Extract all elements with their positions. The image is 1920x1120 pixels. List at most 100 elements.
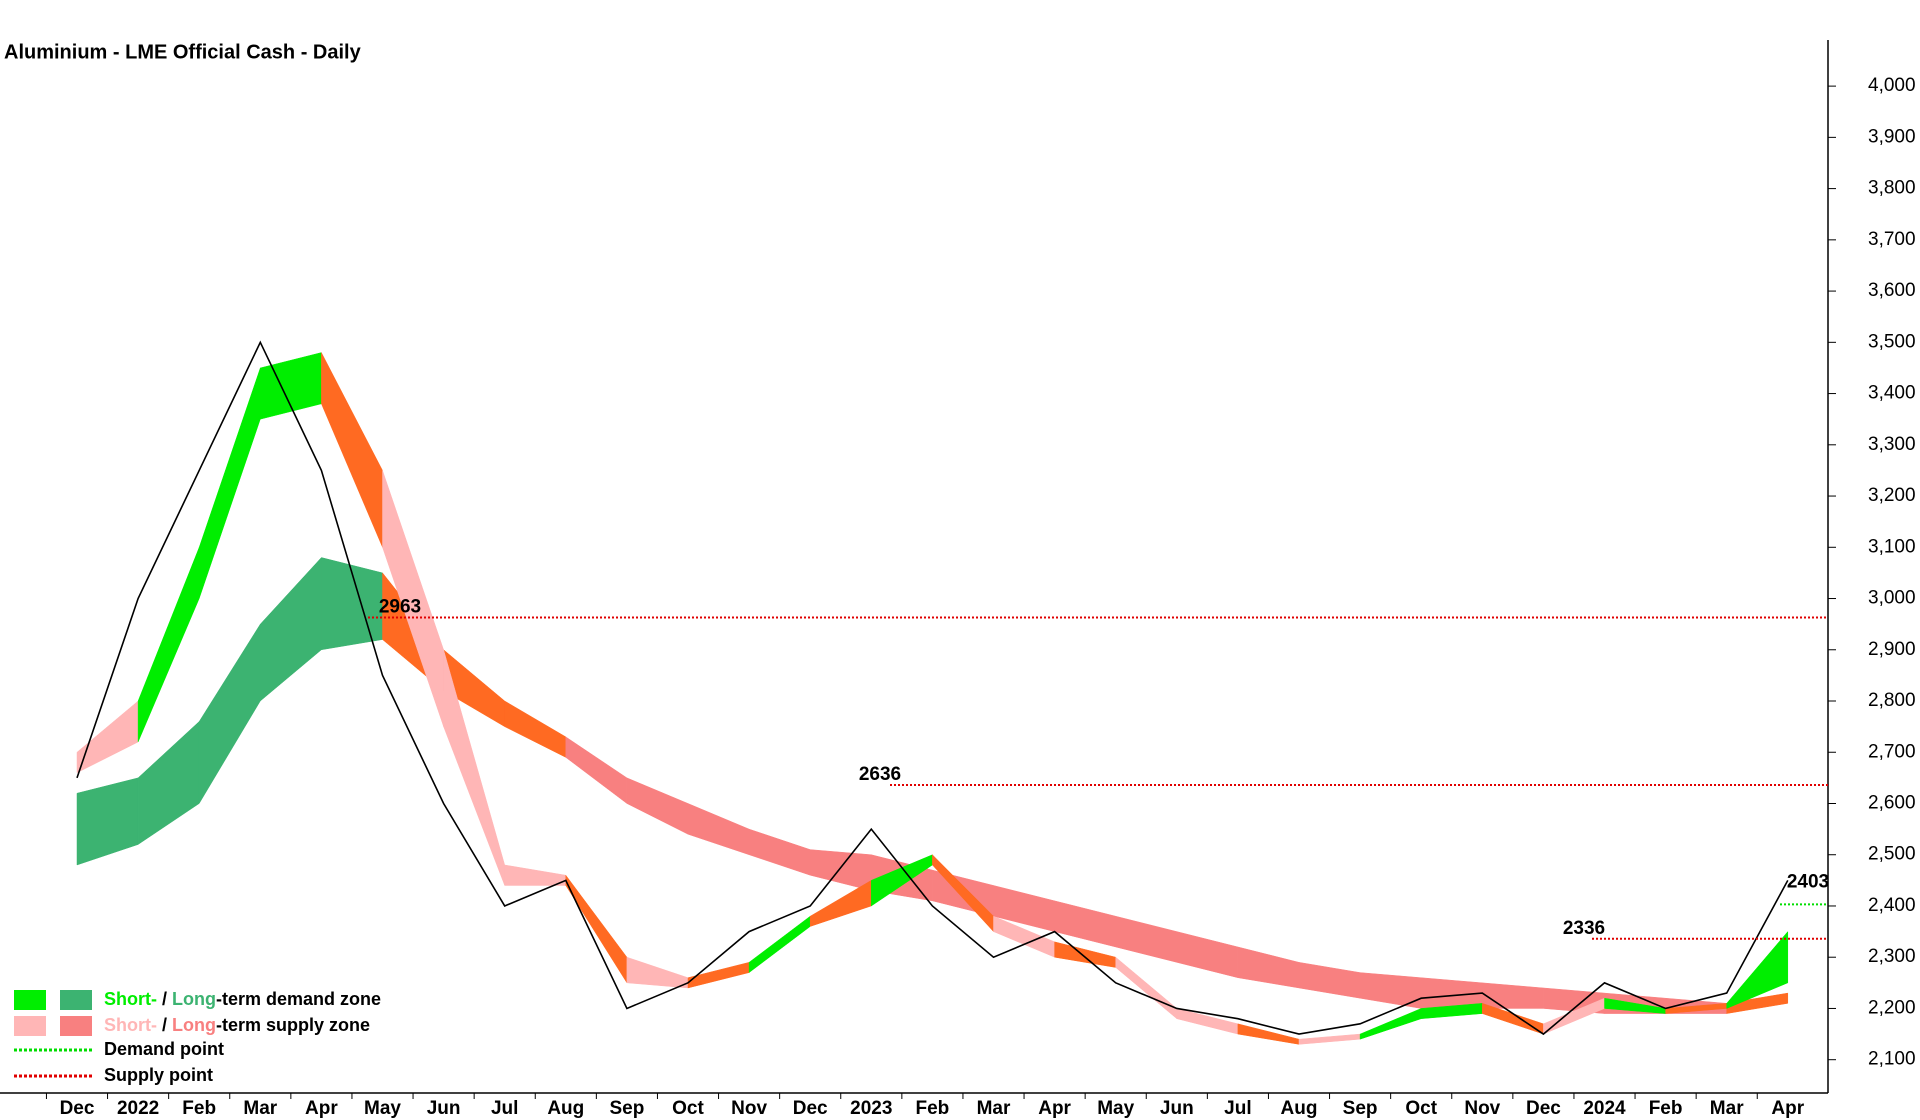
legend-label: Supply point: [104, 1065, 213, 1085]
zone-segment: [1359, 1008, 1422, 1040]
x-tick-label: Jul: [1224, 1098, 1251, 1119]
x-tick-label: Sep: [1343, 1098, 1378, 1119]
x-tick-label: 2022: [117, 1098, 159, 1119]
zone-segment: [321, 352, 383, 548]
zone-segment: [198, 367, 261, 599]
x-tick-label: Feb: [916, 1098, 950, 1119]
y-tick-label: 2,100: [1868, 1049, 1916, 1070]
zone-segment: [1115, 915, 1178, 963]
legend-part: -term supply zone: [216, 1015, 370, 1035]
x-tick-label: Aug: [547, 1098, 584, 1119]
y-tick-label: 3,200: [1868, 485, 1916, 506]
level-label: 2636: [859, 764, 901, 785]
legend-part: Short-: [104, 989, 157, 1009]
y-tick-label: 2,900: [1868, 639, 1916, 660]
zone-segment: [809, 849, 872, 891]
zone-segment: [1359, 972, 1422, 1009]
y-tick-label: 3,800: [1868, 178, 1916, 199]
legend-part: Short-: [104, 1015, 157, 1035]
x-tick-label: Feb: [182, 1098, 216, 1119]
zone-segment: [137, 547, 200, 743]
y-tick-label: 2,300: [1868, 946, 1916, 967]
legend-part: /: [162, 989, 167, 1009]
legend-label: Short- / Long-term supply zone: [104, 1015, 370, 1035]
level-label: 2963: [379, 597, 421, 618]
y-tick-label: 3,900: [1868, 126, 1916, 147]
zone-segment: [1115, 956, 1178, 1020]
x-tick-label: May: [1097, 1098, 1134, 1119]
legend-swatch: [14, 990, 46, 1010]
legend-label: Demand point: [104, 1039, 224, 1059]
zone-segment: [748, 828, 811, 876]
level-label: 2403: [1787, 871, 1829, 892]
zone-segment: [1726, 992, 1789, 1014]
y-tick-label: 3,300: [1868, 434, 1916, 455]
legend-swatch: [60, 990, 92, 1010]
zone-segment: [687, 803, 750, 856]
x-tick-label: 2023: [850, 1098, 892, 1119]
x-tick-label: Dec: [60, 1098, 95, 1119]
y-tick-label: 3,100: [1868, 536, 1916, 557]
legend-part: -term demand zone: [216, 989, 381, 1009]
zone-segment: [809, 879, 872, 927]
zone-segment: [504, 864, 567, 886]
x-tick-label: Oct: [1405, 1098, 1437, 1119]
zone-segment: [1726, 930, 1789, 1009]
zone-segment: [1054, 941, 1116, 968]
level-label: 2336: [1563, 918, 1605, 939]
zone-segment: [76, 700, 139, 774]
y-tick-label: 3,000: [1868, 588, 1916, 609]
zone-segment: [198, 623, 261, 805]
x-tick-label: Nov: [731, 1098, 767, 1119]
y-tick-label: 2,600: [1868, 793, 1916, 814]
x-tick-label: May: [364, 1098, 401, 1119]
y-tick-label: 2,400: [1868, 895, 1916, 916]
zone-segment: [1176, 931, 1239, 979]
y-tick-label: 3,500: [1868, 331, 1916, 352]
x-tick-label: Nov: [1464, 1098, 1500, 1119]
zone-segment: [748, 915, 811, 974]
y-tick-label: 3,600: [1868, 280, 1916, 301]
legend-part: /: [162, 1015, 167, 1035]
x-tick-label: Dec: [793, 1098, 828, 1119]
x-tick-label: Feb: [1649, 1098, 1683, 1119]
zone-segment: [565, 874, 628, 984]
x-tick-label: Jun: [427, 1098, 461, 1119]
x-tick-label: Aug: [1281, 1098, 1318, 1119]
x-tick-label: Mar: [243, 1098, 277, 1119]
y-tick-label: 2,700: [1868, 741, 1916, 762]
legend-swatch: [14, 1016, 46, 1036]
x-tick-label: Apr: [305, 1098, 338, 1119]
zone-segment: [504, 700, 567, 758]
legend-part: Long: [172, 1015, 216, 1035]
y-tick-label: 4,000: [1868, 75, 1916, 96]
x-tick-label: Oct: [672, 1098, 704, 1119]
zone-segment: [626, 956, 689, 989]
zone-segment: [137, 720, 200, 845]
zone-segment: [1237, 946, 1300, 989]
chart-title: Aluminium - LME Official Cash - Daily: [4, 41, 362, 63]
zone-segment: [565, 736, 628, 804]
zone-segment: [260, 556, 322, 702]
zone-segment: [1298, 962, 1361, 999]
x-tick-label: Sep: [609, 1098, 644, 1119]
legend-swatch: [60, 1016, 92, 1036]
x-tick-label: Apr: [1771, 1098, 1804, 1119]
y-tick-label: 2,500: [1868, 844, 1916, 865]
x-tick-label: Dec: [1526, 1098, 1561, 1119]
zone-segment: [1482, 982, 1544, 1009]
y-tick-label: 2,200: [1868, 997, 1916, 1018]
x-tick-label: Mar: [977, 1098, 1011, 1119]
zone-segment: [76, 777, 139, 866]
x-tick-label: Apr: [1038, 1098, 1071, 1119]
zone-segment: [1176, 1008, 1239, 1035]
x-tick-label: 2024: [1583, 1098, 1626, 1119]
legend-label: Short- / Long-term demand zone: [104, 989, 381, 1009]
x-tick-label: Jul: [491, 1098, 518, 1119]
y-tick-label: 2,800: [1868, 690, 1916, 711]
price-line: [76, 340, 1789, 1036]
x-tick-label: Mar: [1710, 1098, 1744, 1119]
legend-part: Long: [172, 989, 216, 1009]
zone-segment: [1298, 1033, 1361, 1045]
